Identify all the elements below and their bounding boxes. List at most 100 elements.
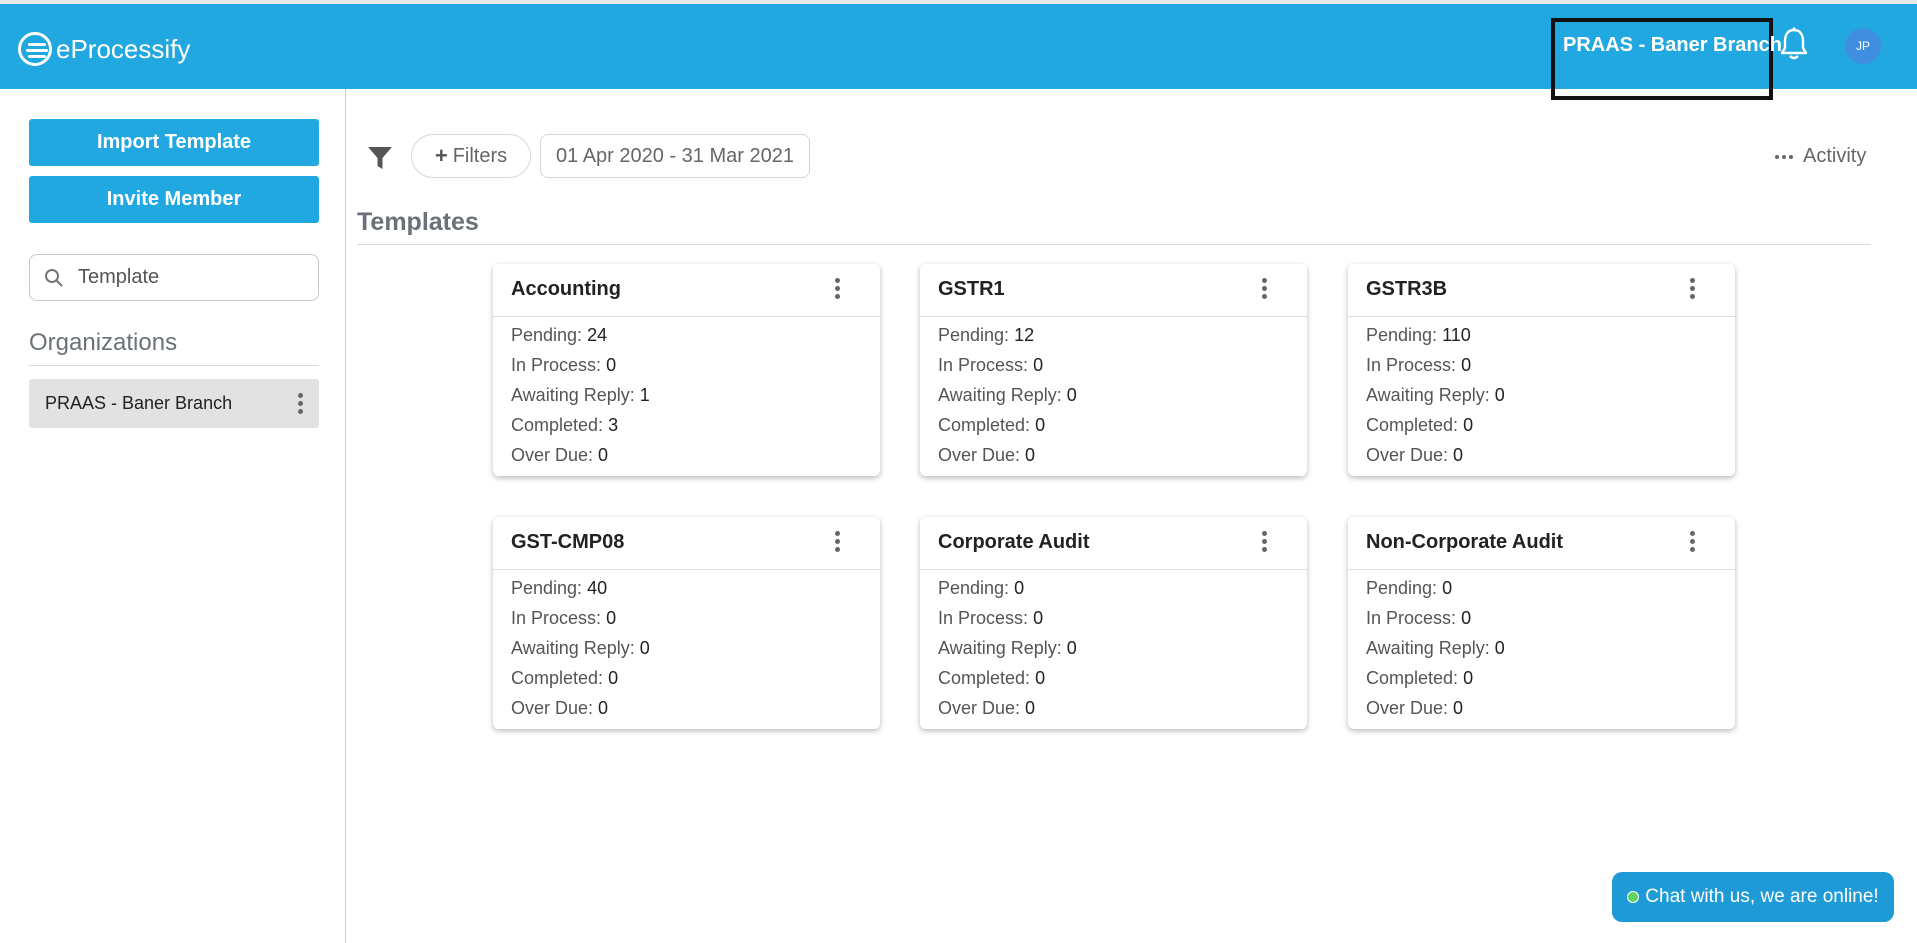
more-options-icon[interactable]	[834, 278, 840, 299]
organization-item[interactable]: PRAAS - Baner Branch	[29, 379, 319, 428]
invite-member-button[interactable]: Invite Member	[29, 176, 319, 223]
more-options-icon[interactable]	[834, 531, 840, 552]
template-card-title: GST-CMP08	[511, 531, 625, 553]
organization-name: PRAAS - Baner Branch	[45, 393, 233, 413]
stat-row-pending: Pending: 110	[1366, 320, 1505, 350]
template-card[interactable]: GST-CMP08 Pending: 40 In Process: 0 Awaitin…	[493, 517, 880, 729]
top-bar: eProcessify	[0, 0, 1917, 89]
stat-row-over-due: Over Due: 0	[1366, 693, 1505, 723]
stat-label: In Process:	[1366, 355, 1457, 375]
filters-button[interactable]: + Filters	[411, 134, 531, 178]
stat-label: Over Due:	[511, 445, 594, 465]
stat-value: 0	[1025, 445, 1036, 465]
stat-row-in-process: In Process: 0	[938, 603, 1077, 633]
divider	[1348, 316, 1735, 317]
template-stats: Pending: 12 In Process: 0 Awaiting Reply: …	[938, 320, 1077, 470]
stat-row-in-process: In Process: 0	[1366, 603, 1505, 633]
avatar[interactable]: JP	[1845, 28, 1881, 64]
app-logo[interactable]: eProcessify	[18, 32, 190, 66]
stat-value: 0	[639, 638, 650, 658]
stat-row-pending: Pending: 0	[1366, 573, 1505, 603]
divider	[493, 569, 880, 570]
stat-row-in-process: In Process: 0	[511, 350, 650, 380]
stat-value: 0	[1461, 355, 1472, 375]
template-card[interactable]: Accounting Pending: 24 In Process: 0 Awaiti…	[493, 264, 880, 476]
stat-row-over-due: Over Due: 0	[938, 693, 1077, 723]
stat-row-completed: Completed: 0	[1366, 410, 1505, 440]
activity-button[interactable]: Activity	[1775, 145, 1866, 168]
more-options-icon[interactable]	[1689, 278, 1695, 299]
divider	[357, 244, 1871, 245]
stat-row-over-due: Over Due: 0	[1366, 440, 1505, 470]
template-card[interactable]: GSTR1 Pending: 12 In Process: 0 Awaiting Re…	[920, 264, 1307, 476]
stat-value: 3	[608, 415, 619, 435]
stat-value: 0	[1461, 608, 1472, 628]
template-card-title: GSTR1	[938, 278, 1005, 300]
stat-label: In Process:	[1366, 608, 1457, 628]
stat-label: In Process:	[938, 355, 1029, 375]
stat-row-pending: Pending: 12	[938, 320, 1077, 350]
template-card[interactable]: Non-Corporate Audit Pending: 0 In Process:…	[1348, 517, 1735, 729]
stat-value: 0	[1463, 668, 1474, 688]
stat-value: 0	[1066, 638, 1077, 658]
stat-row-awaiting-reply: Awaiting Reply: 0	[1366, 633, 1505, 663]
stat-value: 0	[606, 355, 617, 375]
divider	[920, 569, 1307, 570]
stat-row-completed: Completed: 3	[511, 410, 650, 440]
stat-row-over-due: Over Due: 0	[511, 693, 650, 723]
stat-value: 0	[1014, 578, 1025, 598]
stat-value: 0	[1494, 385, 1505, 405]
stat-value: 110	[1442, 325, 1471, 345]
template-stats: Pending: 0 In Process: 0 Awaiting Reply: 0…	[938, 573, 1077, 723]
stat-label: Pending:	[938, 325, 1010, 345]
stat-label: Pending:	[1366, 578, 1438, 598]
divider	[29, 365, 319, 366]
stat-label: Completed:	[1366, 415, 1459, 435]
more-options-icon[interactable]	[297, 393, 303, 414]
bell-icon[interactable]	[1778, 27, 1810, 61]
search-box	[29, 254, 319, 301]
template-stats: Pending: 24 In Process: 0 Awaiting Reply: …	[511, 320, 650, 470]
stat-value: 0	[1033, 608, 1044, 628]
template-card-title: Corporate Audit	[938, 531, 1090, 553]
stat-label: Over Due:	[938, 698, 1021, 718]
stat-value: 0	[1033, 355, 1044, 375]
stat-value: 40	[587, 578, 608, 598]
activity-label: Activity	[1803, 145, 1867, 167]
template-stats: Pending: 110 In Process: 0 Awaiting Reply:…	[1366, 320, 1505, 470]
stat-row-over-due: Over Due: 0	[938, 440, 1077, 470]
stat-value: 0	[606, 608, 617, 628]
stat-label: Awaiting Reply:	[938, 385, 1062, 405]
stat-value: 0	[1035, 668, 1046, 688]
stat-label: Pending:	[511, 578, 583, 598]
stat-value: 0	[1442, 578, 1453, 598]
stat-label: Awaiting Reply:	[938, 638, 1062, 658]
stat-label: Over Due:	[1366, 698, 1449, 718]
divider	[920, 316, 1307, 317]
stat-label: Pending:	[511, 325, 583, 345]
stat-row-completed: Completed: 0	[938, 410, 1077, 440]
stat-row-awaiting-reply: Awaiting Reply: 0	[938, 633, 1077, 663]
divider	[493, 316, 880, 317]
more-options-icon[interactable]	[1689, 531, 1695, 552]
stat-row-pending: Pending: 24	[511, 320, 650, 350]
template-card-title: GSTR3B	[1366, 278, 1448, 300]
chat-widget-button[interactable]: Chat with us, we are online!	[1612, 872, 1894, 922]
stat-label: Over Due:	[511, 698, 594, 718]
stat-label: In Process:	[511, 608, 602, 628]
template-card[interactable]: GSTR3B Pending: 110 In Process: 0 Awaiting …	[1348, 264, 1735, 476]
stat-value: 24	[587, 325, 608, 345]
date-range-picker[interactable]: 01 Apr 2020 - 31 Mar 2021	[540, 134, 810, 178]
filter-icon[interactable]	[367, 145, 393, 171]
search-input[interactable]	[78, 266, 298, 289]
stat-row-awaiting-reply: Awaiting Reply: 0	[1366, 380, 1505, 410]
stat-row-pending: Pending: 40	[511, 573, 650, 603]
stat-label: Completed:	[1366, 668, 1459, 688]
branch-selector[interactable]: PRAAS - Baner Branch	[1563, 34, 1782, 56]
stat-label: Awaiting Reply:	[1366, 638, 1490, 658]
divider	[1348, 569, 1735, 570]
more-options-icon[interactable]	[1261, 531, 1267, 552]
more-options-icon[interactable]	[1261, 278, 1267, 299]
import-template-button[interactable]: Import Template	[29, 119, 319, 166]
template-card[interactable]: Corporate Audit Pending: 0 In Process: 0 Aw…	[920, 517, 1307, 729]
